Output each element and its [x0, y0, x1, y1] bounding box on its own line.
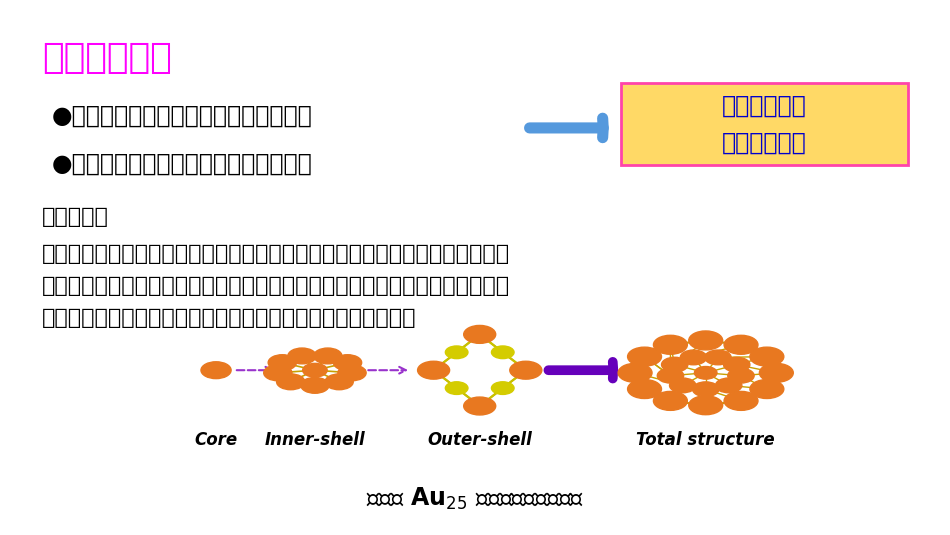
Circle shape	[314, 348, 342, 364]
Circle shape	[750, 347, 784, 366]
Circle shape	[689, 396, 723, 415]
Circle shape	[670, 378, 696, 393]
Text: Core: Core	[195, 431, 238, 449]
Circle shape	[750, 379, 784, 399]
Circle shape	[464, 397, 496, 415]
Circle shape	[446, 382, 468, 394]
Circle shape	[661, 357, 688, 372]
Text: ●分子的尺度小，分子结构无法直接探测: ●分子的尺度小，分子结构无法直接探测	[51, 104, 312, 128]
Circle shape	[446, 346, 468, 358]
Circle shape	[301, 378, 329, 393]
Circle shape	[288, 348, 316, 364]
Circle shape	[338, 365, 366, 381]
Circle shape	[654, 392, 688, 410]
Text: 应用量子力学的基本原理和方法研究物理、化学问题的一门基础科学。研究范围
包括稳定和不稳定分子的结构、性能及其结构与性能之间的关系；分子与分子之
间的相互作用；分: 应用量子力学的基本原理和方法研究物理、化学问题的一门基础科学。研究范围 包括稳定…	[42, 244, 510, 328]
Text: 负一价 Au$_{25}$ 纳米团簇的分子结构: 负一价 Au$_{25}$ 纳米团簇的分子结构	[366, 486, 584, 513]
Circle shape	[705, 350, 732, 365]
Circle shape	[724, 357, 750, 372]
Circle shape	[724, 392, 758, 410]
Circle shape	[464, 325, 496, 343]
Text: Total structure: Total structure	[636, 431, 775, 449]
Circle shape	[680, 350, 707, 365]
Circle shape	[418, 361, 449, 379]
Text: Inner-shell: Inner-shell	[264, 431, 366, 449]
Circle shape	[333, 355, 362, 371]
Circle shape	[264, 365, 292, 381]
Circle shape	[657, 368, 684, 383]
Circle shape	[628, 379, 661, 399]
Text: Outer-shell: Outer-shell	[428, 431, 532, 449]
Circle shape	[759, 363, 793, 383]
Circle shape	[325, 374, 353, 389]
Circle shape	[689, 331, 723, 350]
Circle shape	[693, 382, 719, 396]
Circle shape	[268, 355, 296, 371]
Circle shape	[724, 335, 758, 354]
Circle shape	[618, 363, 652, 383]
Circle shape	[303, 363, 327, 377]
Text: 量子化学：: 量子化学：	[42, 207, 108, 227]
Circle shape	[491, 382, 514, 394]
Circle shape	[654, 335, 688, 354]
Circle shape	[201, 362, 231, 379]
Circle shape	[276, 374, 305, 389]
Circle shape	[694, 366, 717, 379]
Circle shape	[491, 346, 514, 358]
FancyBboxPatch shape	[621, 83, 908, 165]
Text: 一、实验背景: 一、实验背景	[42, 41, 172, 75]
Circle shape	[715, 378, 742, 393]
Circle shape	[628, 347, 661, 366]
Text: 量子化学计算
研究分子结构: 量子化学计算 研究分子结构	[722, 93, 807, 155]
Text: ●分子结构的复杂，电子运动的非局域性: ●分子结构的复杂，电子运动的非局域性	[51, 151, 312, 175]
Circle shape	[510, 361, 542, 379]
Circle shape	[728, 368, 754, 383]
